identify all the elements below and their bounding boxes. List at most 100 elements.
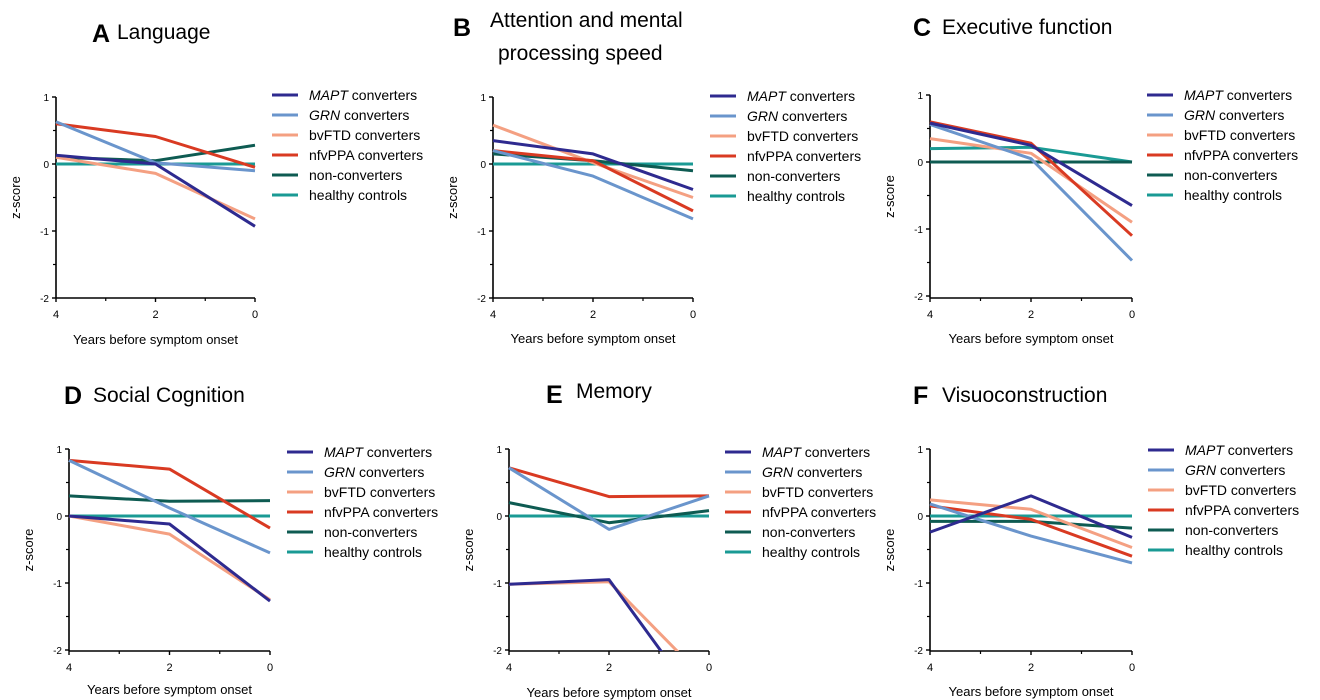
legend-label: nfvPPA converters xyxy=(324,504,438,520)
panel-title-line: Attention and mental xyxy=(490,9,683,32)
legend-label: non-converters xyxy=(762,524,855,540)
x-tick-label: 0 xyxy=(267,662,273,674)
series-line-grn xyxy=(508,466,710,531)
panel-letter: A xyxy=(92,20,110,48)
x-tick-label: 2 xyxy=(1028,662,1034,674)
x-axis-label: Years before symptom onset xyxy=(73,332,238,347)
y-tick-label: 0 xyxy=(917,512,923,523)
y-tick-label: -1 xyxy=(53,579,62,590)
legend-label: GRN converters xyxy=(324,464,424,480)
x-axis-label: Years before symptom onset xyxy=(949,684,1114,699)
legend-label: MAPT converters xyxy=(309,87,417,103)
y-axis-label: z-score xyxy=(8,176,23,219)
y-tick-label: 1 xyxy=(480,93,486,104)
legend: MAPT converters GRN converters bvFTD conve… xyxy=(1148,442,1299,558)
legend-label: non-converters xyxy=(324,524,417,540)
legend-label: GRN converters xyxy=(309,107,409,123)
legend: MAPT converters GRN converters bvFTD conve… xyxy=(1147,87,1298,203)
x-tick-label: 4 xyxy=(927,662,933,674)
y-axis-label: z-score xyxy=(882,175,897,218)
panel-letter: D xyxy=(64,382,82,410)
series-line-bvftd xyxy=(929,137,1133,224)
series-lines xyxy=(492,123,694,221)
legend-label: MAPT converters xyxy=(1184,87,1292,103)
legend-label: bvFTD converters xyxy=(309,127,420,143)
legend-label: MAPT converters xyxy=(324,444,432,460)
series-line-bvftd xyxy=(55,155,256,221)
y-axis-label: z-score xyxy=(882,529,897,572)
legend-label: nfvPPA converters xyxy=(309,147,423,163)
series-line-non-converters xyxy=(68,494,271,503)
panel-title-line: processing speed xyxy=(498,42,663,65)
legend-label: bvFTD converters xyxy=(324,484,435,500)
legend-label: healthy controls xyxy=(1184,187,1282,203)
series-line-nfvppa xyxy=(508,466,710,499)
y-axis-label: z-score xyxy=(445,176,460,219)
legend-label: MAPT converters xyxy=(1185,442,1293,458)
y-tick-label: 0 xyxy=(496,512,502,523)
y-tick-label: -1 xyxy=(477,227,486,238)
panel-title: Language xyxy=(117,21,210,44)
legend-label: GRN converters xyxy=(747,108,847,124)
y-tick-label: 1 xyxy=(496,445,502,456)
panel-a: A Language 1 0 -1 -2 4 2 0 Years before symptom o… xyxy=(8,20,423,347)
series-line-grn xyxy=(929,123,1134,262)
panel-title: Memory xyxy=(576,380,652,403)
series-lines xyxy=(68,458,271,603)
legend-label: MAPT converters xyxy=(762,444,870,460)
legend-label: nfvPPA converters xyxy=(1184,147,1298,163)
y-tick-label: -1 xyxy=(40,227,49,238)
y-tick-label: 1 xyxy=(56,445,62,456)
series-lines xyxy=(929,494,1133,565)
x-tick-label: 2 xyxy=(590,309,596,321)
y-tick-label: -2 xyxy=(914,646,923,657)
legend-label: GRN converters xyxy=(762,464,862,480)
x-axis-label: Years before symptom onset xyxy=(949,331,1114,346)
panel-title: Social Cognition xyxy=(93,384,245,407)
series-line-nfvppa xyxy=(492,149,694,213)
series-line-bvftd xyxy=(492,123,694,199)
x-axis-label: Years before symptom onset xyxy=(87,682,252,697)
series-line-mapt xyxy=(508,578,663,651)
series-line-mapt xyxy=(55,153,256,228)
y-tick-label: -1 xyxy=(914,225,923,236)
legend-label: nfvPPA converters xyxy=(1185,502,1299,518)
panel-b: B Attention and mental processing speed 1 0 -… xyxy=(445,9,861,346)
series-line-nfvppa xyxy=(929,504,1133,558)
legend-label: nfvPPA converters xyxy=(762,504,876,520)
panel-letter: B xyxy=(453,14,471,42)
series-line-grn xyxy=(929,502,1133,565)
x-tick-label: 2 xyxy=(166,662,172,674)
x-tick-label: 4 xyxy=(506,662,512,674)
panel-letter: F xyxy=(913,382,928,410)
legend-label: bvFTD converters xyxy=(747,128,858,144)
series-line-mapt xyxy=(929,494,1133,539)
panel-letter: E xyxy=(546,381,563,409)
legend-label: MAPT converters xyxy=(747,88,855,104)
legend: MAPT converters GRN converters bvFTD conve… xyxy=(710,88,861,204)
y-tick-label: -2 xyxy=(493,646,502,657)
y-tick-label: 1 xyxy=(917,91,923,102)
legend: MAPT converters GRN converters bvFTD conve… xyxy=(287,444,438,560)
x-tick-label: 0 xyxy=(706,662,712,674)
x-tick-label: 2 xyxy=(152,309,158,321)
legend-label: GRN converters xyxy=(1184,107,1284,123)
panel-f: F Visuoconstruction 1 0 -1 -2 4 2 0 Years before … xyxy=(882,382,1299,699)
series-line-mapt xyxy=(929,121,1133,207)
series-line-grn xyxy=(68,459,271,555)
series-line-bvftd xyxy=(929,498,1133,549)
legend-label: bvFTD converters xyxy=(1184,127,1295,143)
y-tick-label: 0 xyxy=(917,158,923,169)
legend: MAPT converters GRN converters bvFTD conve… xyxy=(725,444,876,560)
panel-letter: C xyxy=(913,14,931,42)
x-axis-label: Years before symptom onset xyxy=(527,685,692,700)
y-tick-label: -1 xyxy=(914,579,923,590)
x-tick-label: 0 xyxy=(1129,309,1135,321)
legend-label: non-converters xyxy=(1184,167,1277,183)
x-axis-label: Years before symptom onset xyxy=(511,331,676,346)
series-line-nfvppa xyxy=(55,122,256,169)
x-tick-label: 2 xyxy=(1028,309,1034,321)
x-tick-label: 0 xyxy=(1129,662,1135,674)
legend-label: healthy controls xyxy=(1185,542,1283,558)
